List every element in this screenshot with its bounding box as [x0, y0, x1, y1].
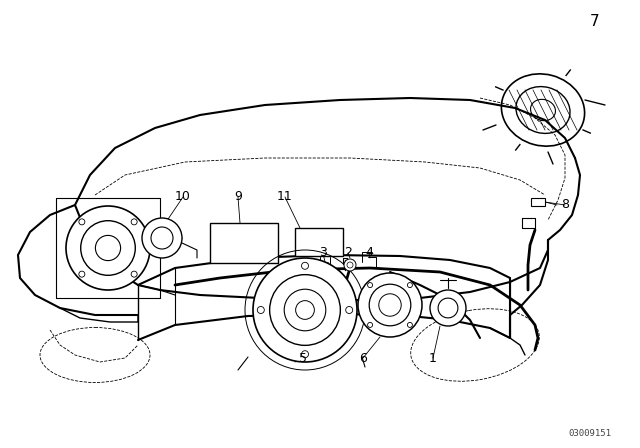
Circle shape	[66, 206, 150, 290]
Circle shape	[430, 290, 466, 326]
Text: 5: 5	[299, 352, 307, 365]
FancyBboxPatch shape	[295, 228, 343, 256]
Text: 1: 1	[429, 352, 437, 365]
Circle shape	[358, 273, 422, 337]
Circle shape	[142, 218, 182, 258]
Text: 10: 10	[175, 190, 191, 203]
Circle shape	[344, 259, 356, 271]
Text: 11: 11	[277, 190, 293, 203]
FancyBboxPatch shape	[210, 223, 278, 263]
Text: 7: 7	[590, 14, 600, 30]
Text: 2: 2	[344, 246, 352, 259]
Text: 9: 9	[234, 190, 242, 203]
FancyBboxPatch shape	[531, 198, 545, 206]
Text: 3: 3	[319, 246, 327, 259]
Text: 6: 6	[359, 352, 367, 365]
Circle shape	[253, 258, 357, 362]
Text: 03009151: 03009151	[568, 428, 611, 438]
Text: 8: 8	[561, 198, 569, 211]
Text: 4: 4	[365, 246, 373, 259]
